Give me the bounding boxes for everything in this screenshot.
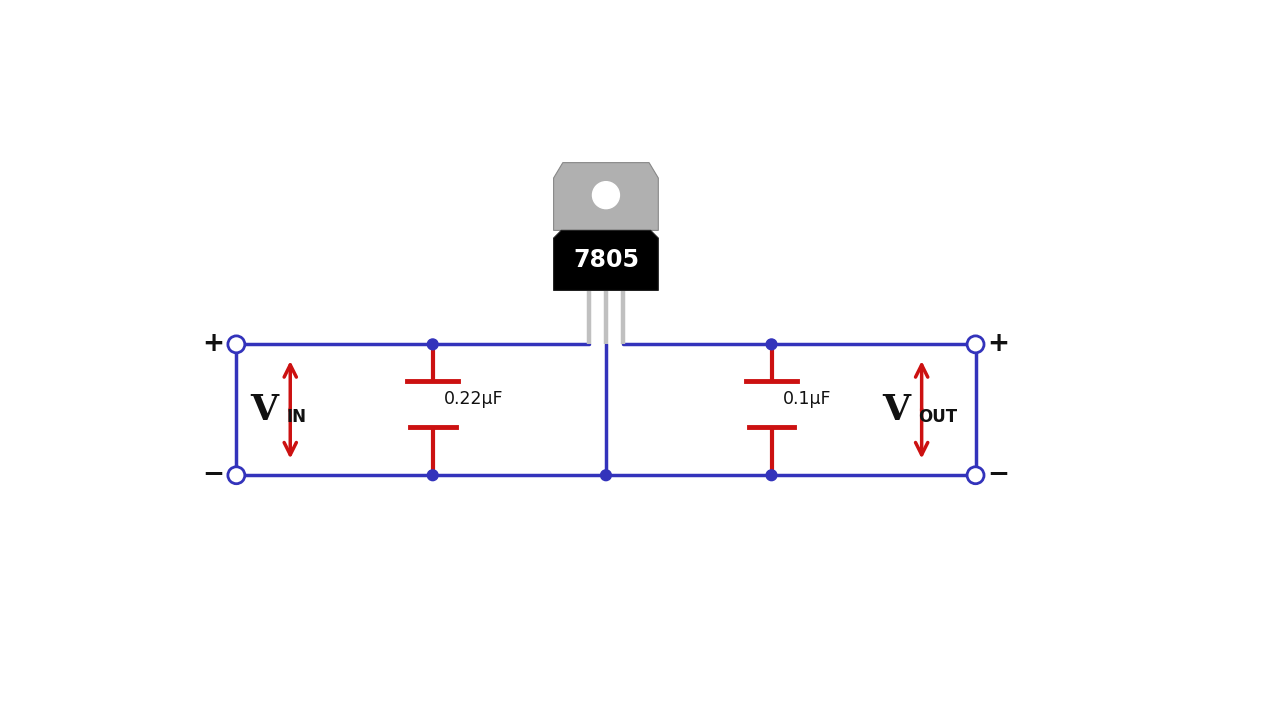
Text: IN: IN <box>287 408 306 426</box>
Circle shape <box>228 336 244 353</box>
Polygon shape <box>553 163 658 230</box>
Text: −: − <box>202 462 224 488</box>
Circle shape <box>600 470 612 481</box>
Circle shape <box>968 467 984 484</box>
Circle shape <box>767 470 777 481</box>
Circle shape <box>428 339 438 350</box>
Circle shape <box>767 339 777 350</box>
Circle shape <box>968 336 984 353</box>
Text: −: − <box>988 462 1010 488</box>
Text: 0.1μF: 0.1μF <box>783 390 832 408</box>
Text: V: V <box>882 393 910 427</box>
Text: +: + <box>988 331 1010 357</box>
Circle shape <box>228 467 244 484</box>
Text: V: V <box>251 393 279 427</box>
Text: 7805: 7805 <box>573 248 639 272</box>
Text: OUT: OUT <box>918 408 957 426</box>
Circle shape <box>428 470 438 481</box>
Circle shape <box>593 181 620 209</box>
Text: +: + <box>202 331 224 357</box>
Polygon shape <box>553 230 658 290</box>
Text: 0.22μF: 0.22μF <box>444 390 504 408</box>
